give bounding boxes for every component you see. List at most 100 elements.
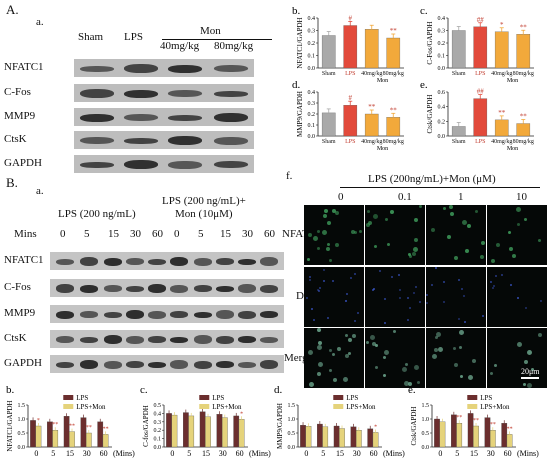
legend-label: LPS bbox=[480, 394, 492, 402]
cell-dot bbox=[418, 301, 421, 304]
x-tick-label: Sham bbox=[452, 139, 466, 145]
blot-band bbox=[260, 311, 278, 318]
cell-dot bbox=[316, 288, 319, 291]
cell-dot bbox=[413, 246, 419, 252]
cell-dot bbox=[372, 288, 375, 291]
sig-mark: * bbox=[500, 21, 504, 29]
blot-band bbox=[168, 136, 202, 145]
lane-sham: Sham bbox=[78, 31, 104, 43]
blot-band bbox=[56, 258, 74, 265]
x-tick-label: 60 bbox=[504, 449, 512, 458]
panel-a-sub: a. bbox=[36, 16, 44, 28]
cell-dot bbox=[359, 229, 363, 233]
bar bbox=[238, 419, 245, 448]
cell-dot bbox=[353, 320, 356, 323]
legend-label: LPS+Mon bbox=[480, 403, 510, 411]
bar bbox=[300, 425, 306, 448]
cell-dot bbox=[311, 307, 314, 310]
cell-dot bbox=[319, 286, 322, 289]
blot-band bbox=[194, 360, 212, 369]
legend-label: LPS bbox=[212, 394, 224, 402]
x-tick-label: 80mg/kg bbox=[513, 71, 534, 77]
blot-band bbox=[104, 311, 122, 318]
bar bbox=[386, 37, 401, 69]
cell-dot bbox=[317, 328, 322, 333]
blot-band bbox=[80, 284, 98, 293]
blot-band bbox=[194, 311, 212, 318]
protein-label: NFATC1 bbox=[4, 61, 44, 73]
cell-dot bbox=[471, 359, 476, 364]
dose-label: 0.1 bbox=[398, 191, 412, 203]
cell-dot bbox=[443, 280, 446, 283]
y-axis-label: NFATC1/GAPDH bbox=[6, 400, 14, 451]
cell-dot bbox=[403, 381, 409, 387]
bar bbox=[63, 416, 70, 448]
panel-b-heading: B. bbox=[6, 175, 18, 190]
blot-band bbox=[126, 361, 144, 368]
blot-strip bbox=[74, 84, 254, 102]
cell-dot bbox=[308, 232, 313, 237]
group-label: Mon bbox=[377, 78, 388, 84]
legend-label: LPS+Mon bbox=[346, 403, 376, 411]
y-tick-label: 1.0 bbox=[288, 417, 296, 423]
lane-mon: Mon bbox=[200, 25, 221, 37]
cell-dot bbox=[480, 254, 485, 259]
micrograph-tile bbox=[365, 205, 425, 265]
cell-dot bbox=[468, 374, 473, 380]
cell-dot bbox=[356, 311, 359, 314]
x-tick-label: 15 bbox=[336, 449, 344, 458]
blot-band bbox=[214, 136, 248, 145]
x-tick-label: 15 bbox=[202, 449, 210, 458]
x-tick-label: 80mg/kg bbox=[513, 139, 534, 145]
y-tick-label: 0.2 bbox=[154, 428, 162, 434]
blot-band bbox=[214, 113, 248, 122]
chart-bb: b. NFATC1/GAPDH 0.0 0.5 1.0 1.5 * 0 ** 5 ** 15 ** 30 *… bbox=[6, 384, 135, 458]
cell-dot bbox=[457, 318, 460, 321]
cell-dot bbox=[434, 348, 439, 353]
dose-label: 0 bbox=[338, 191, 344, 203]
x-tick-label: Sham bbox=[452, 71, 466, 77]
legend-swatch bbox=[199, 404, 210, 409]
blot-strip bbox=[74, 59, 254, 77]
x-tick-label: 40mg/kg bbox=[491, 71, 512, 77]
cell-dot bbox=[426, 301, 429, 304]
blot-strip bbox=[50, 279, 284, 297]
cell-dot bbox=[413, 237, 418, 242]
cell-dot bbox=[411, 252, 416, 257]
cell-dot bbox=[406, 296, 409, 299]
cell-dot bbox=[329, 349, 333, 353]
blot-band bbox=[170, 311, 188, 318]
blot-band bbox=[104, 257, 122, 266]
cell-dot bbox=[307, 350, 313, 356]
x-tick-label: LPS bbox=[345, 139, 355, 145]
cell-dot bbox=[418, 205, 422, 209]
cell-dot bbox=[500, 273, 503, 276]
bar bbox=[80, 417, 87, 448]
sig-mark: ** bbox=[490, 422, 496, 428]
cell-dot bbox=[467, 223, 472, 228]
bar bbox=[85, 432, 92, 448]
cell-dot bbox=[329, 368, 333, 372]
y-tick-label: 0.3 bbox=[308, 29, 316, 35]
bar bbox=[166, 413, 172, 448]
blot-band bbox=[194, 335, 212, 344]
y-tick-label: 0.2 bbox=[308, 41, 316, 47]
time-label: 60 bbox=[264, 228, 275, 240]
cell-dot bbox=[407, 253, 411, 257]
bar bbox=[221, 417, 228, 448]
panel-f-sub: f. bbox=[286, 170, 293, 182]
cell-dot bbox=[372, 214, 378, 220]
cell-dot bbox=[516, 341, 522, 347]
bar bbox=[386, 117, 401, 137]
y-axis-label: Ctsk/GAPDH bbox=[410, 407, 418, 446]
y-tick-label: 0.1 bbox=[438, 54, 446, 60]
bar bbox=[171, 414, 178, 448]
blot-band bbox=[168, 90, 202, 97]
cell-dot bbox=[437, 347, 443, 353]
cell-dot bbox=[312, 318, 315, 321]
scale-bar bbox=[521, 377, 539, 379]
group-label: Mon bbox=[507, 146, 518, 152]
cell-dot bbox=[457, 279, 460, 282]
cell-dot bbox=[387, 243, 391, 247]
cell-dot bbox=[449, 211, 454, 216]
